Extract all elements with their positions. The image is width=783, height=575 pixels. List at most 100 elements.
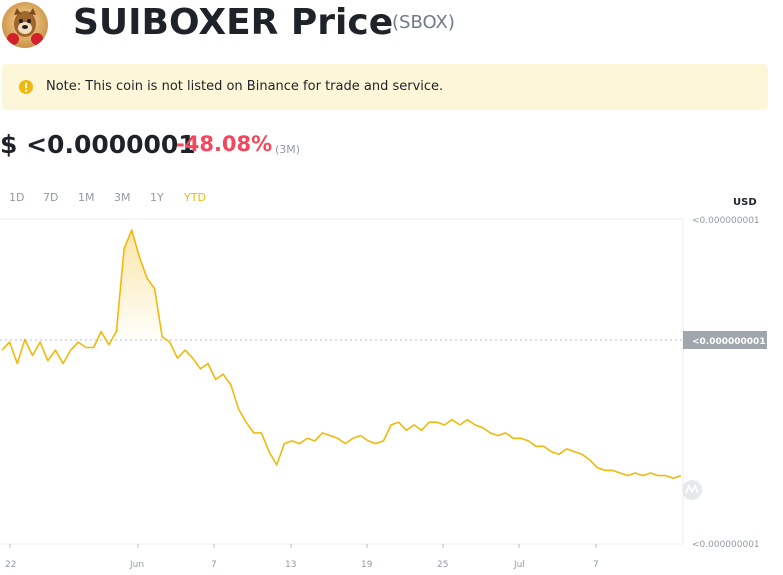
price-point bbox=[215, 379, 217, 381]
price-point bbox=[291, 440, 293, 442]
range-1m[interactable]: 1M bbox=[78, 191, 95, 204]
price-point bbox=[535, 445, 537, 447]
price-point bbox=[253, 432, 255, 434]
price-point bbox=[367, 440, 369, 442]
price-area-fill bbox=[101, 230, 163, 345]
price-point bbox=[93, 347, 95, 349]
y-tick-top: <0.000000001 bbox=[692, 216, 760, 226]
listing-note-banner: Note: This coin is not listed on Binance… bbox=[2, 64, 768, 110]
price-point bbox=[360, 435, 362, 437]
price-point bbox=[314, 440, 316, 442]
price-point bbox=[299, 443, 301, 445]
price-point bbox=[497, 435, 499, 437]
price-point bbox=[588, 459, 590, 461]
price-point bbox=[207, 363, 209, 365]
price-point bbox=[665, 475, 667, 477]
price-point bbox=[131, 229, 133, 231]
price-point bbox=[16, 363, 18, 365]
page-title: SUIBOXER Price bbox=[73, 2, 394, 43]
price-point bbox=[306, 437, 308, 439]
price-point bbox=[100, 331, 102, 333]
price-point bbox=[245, 421, 247, 423]
range-7d[interactable]: 7D bbox=[43, 191, 59, 204]
warning-icon bbox=[19, 80, 33, 94]
price-point bbox=[383, 440, 385, 442]
price-point bbox=[413, 424, 415, 426]
price-point bbox=[161, 336, 163, 338]
price-point bbox=[650, 472, 652, 474]
price-point bbox=[192, 357, 194, 359]
x-tick-label: Jul bbox=[513, 560, 525, 570]
price-point bbox=[459, 424, 461, 426]
price-point bbox=[184, 349, 186, 351]
price-point bbox=[70, 349, 72, 351]
x-axis-ticks bbox=[9, 544, 597, 548]
price-point bbox=[230, 384, 232, 386]
price-point bbox=[321, 432, 323, 434]
current-price: $ <0.0000001 bbox=[0, 130, 196, 159]
price-point bbox=[85, 347, 87, 349]
price-point bbox=[604, 469, 606, 471]
price-line bbox=[1, 229, 682, 480]
x-tick-label: 13 bbox=[285, 560, 296, 570]
price-point bbox=[268, 451, 270, 453]
price-point bbox=[405, 429, 407, 431]
price-point bbox=[108, 344, 110, 346]
price-point bbox=[627, 475, 629, 477]
price-point bbox=[611, 469, 613, 471]
price-point bbox=[123, 248, 125, 250]
price-point bbox=[146, 277, 148, 279]
x-tick-label: Jun bbox=[129, 560, 144, 570]
price-point bbox=[337, 437, 339, 439]
price-point bbox=[276, 464, 278, 466]
chart-watermark bbox=[682, 480, 702, 500]
price-point bbox=[260, 432, 262, 434]
price-point bbox=[466, 419, 468, 421]
range-3m[interactable]: 3M bbox=[114, 191, 131, 204]
price-point bbox=[1, 349, 3, 351]
note-text: Note: This coin is not listed on Binance… bbox=[46, 79, 444, 94]
price-point bbox=[482, 427, 484, 429]
price-point bbox=[329, 435, 331, 437]
price-point bbox=[566, 448, 568, 450]
price-point bbox=[489, 432, 491, 434]
price-point bbox=[283, 443, 285, 445]
price-point bbox=[436, 421, 438, 423]
price-point bbox=[543, 445, 545, 447]
range-1y[interactable]: 1Y bbox=[150, 191, 164, 204]
price-point bbox=[680, 475, 682, 477]
price-point bbox=[550, 451, 552, 453]
price-point bbox=[47, 360, 49, 362]
price-point bbox=[451, 419, 453, 421]
price-point bbox=[39, 341, 41, 343]
price-point bbox=[352, 437, 354, 439]
x-tick-label: 25 bbox=[437, 560, 448, 570]
range-ytd[interactable]: YTD bbox=[184, 191, 206, 204]
current-price-tag: <0.000000001 bbox=[692, 337, 766, 347]
price-chart[interactable]: <0.000000001 <0.000000001 <0.000000001 2… bbox=[0, 210, 783, 575]
price-point bbox=[199, 368, 201, 370]
price-point bbox=[375, 443, 377, 445]
price-point bbox=[596, 467, 598, 469]
price-point bbox=[398, 421, 400, 423]
coin-symbol: (SBOX) bbox=[392, 12, 455, 33]
price-point bbox=[444, 424, 446, 426]
change-period: (3M) bbox=[275, 143, 301, 156]
price-point bbox=[558, 453, 560, 455]
y-tick-bottom: <0.000000001 bbox=[692, 540, 760, 550]
price-point bbox=[642, 475, 644, 477]
price-point bbox=[657, 475, 659, 477]
price-point bbox=[24, 339, 26, 341]
page-header: SUIBOXER Price (SBOX) bbox=[0, 0, 783, 52]
price-point bbox=[154, 288, 156, 290]
x-tick-label: 19 bbox=[361, 560, 373, 570]
x-tick-label: 22 bbox=[5, 560, 16, 570]
price-point bbox=[9, 341, 11, 343]
x-tick-label: 7 bbox=[211, 560, 217, 570]
range-1d[interactable]: 1D bbox=[9, 191, 25, 204]
price-point bbox=[634, 472, 636, 474]
price-point bbox=[428, 421, 430, 423]
price-point bbox=[169, 341, 171, 343]
price-point bbox=[512, 437, 514, 439]
price-change: -48.08% bbox=[176, 132, 273, 156]
